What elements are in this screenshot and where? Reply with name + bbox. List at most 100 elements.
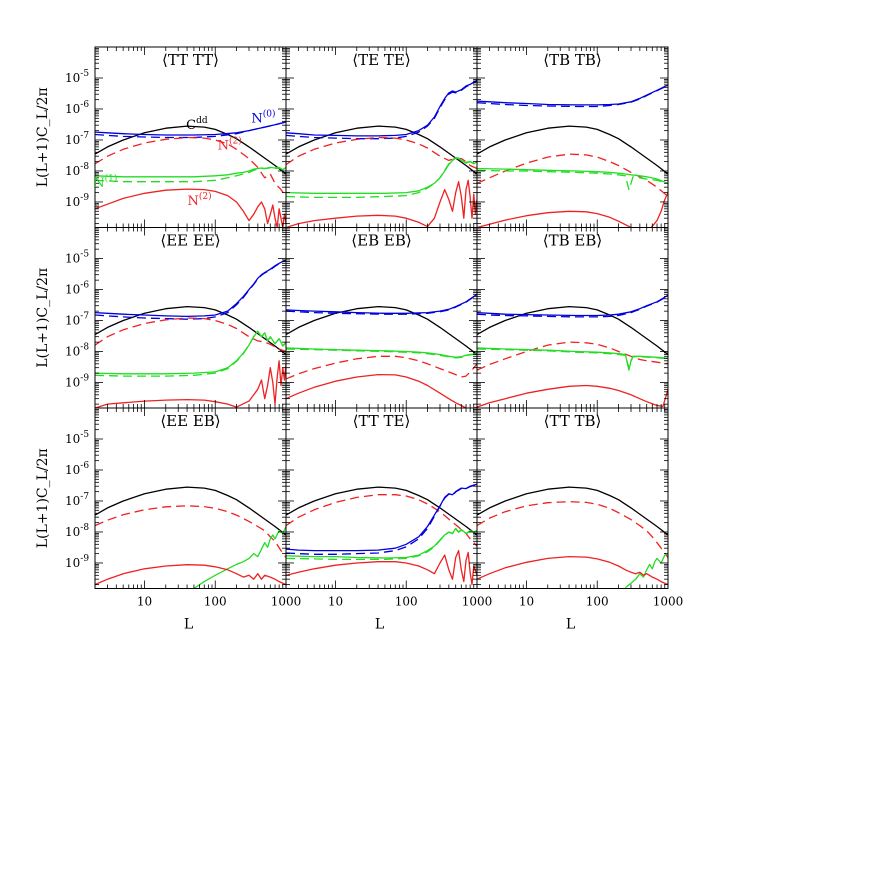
panel-3: ⟨TB TB⟩ (476, 46, 669, 228)
series-n2-solid (477, 384, 668, 408)
panel-title: ⟨TE TE⟩ (352, 51, 410, 69)
series-n1-solid (286, 527, 477, 559)
series-n2-dashed (95, 505, 286, 558)
series-n2-solid (286, 373, 477, 408)
panel-frame (94, 407, 287, 589)
y-tick-label: 10-5 (65, 249, 89, 265)
series-group (95, 486, 286, 589)
y-tick-label: 10-9 (65, 373, 89, 389)
y-tick-label: 10-6 (65, 100, 89, 116)
x-axis-label: L (375, 617, 384, 633)
series-n2-solid (95, 564, 286, 586)
x-tick-label: 10 (328, 595, 343, 609)
series-n0-dashed (477, 84, 668, 108)
series-n2-dashed (286, 355, 477, 380)
series-n1-dashed (95, 166, 286, 183)
panel-frame (285, 227, 478, 409)
panel-title: ⟨TB EB⟩ (543, 232, 602, 250)
series-n2-solid (477, 555, 668, 586)
ticks (476, 408, 669, 589)
x-axis-label: L (566, 617, 575, 633)
series-cdd-solid (286, 486, 477, 536)
series-cdd-solid (477, 125, 668, 175)
panel-title: ⟨TT TB⟩ (544, 412, 602, 430)
series-group (286, 483, 477, 586)
series-annotation: N(1) (93, 173, 117, 191)
y-tick-label: 10-5 (65, 430, 89, 446)
series-annotation: N(2) (218, 135, 242, 153)
series-cdd-solid (286, 125, 477, 175)
panel-frame (476, 227, 669, 409)
panel-1: ⟨TT TT⟩ 10-9 10-8 10-7 10-6 10-5 Cdd N(0) N(2) N(… (65, 46, 287, 228)
series-group (95, 121, 286, 228)
ticks (476, 47, 669, 228)
series-n1-dashed (95, 330, 286, 377)
panel-frame (476, 46, 669, 228)
panel-8: ⟨TT TE⟩ 10 100 1000 (285, 407, 492, 609)
series-n1-solid (193, 526, 286, 589)
y-axis-label: L(L+1)C_L/2π (35, 87, 51, 187)
y-tick-label: 10-7 (65, 311, 89, 327)
series-n2-dashed (286, 494, 477, 547)
panel-6: ⟨TB EB⟩ (476, 227, 669, 409)
series-n0-solid (95, 259, 286, 318)
y-axis-label: L(L+1)C_L/2π (35, 268, 51, 368)
x-axis-label: L (184, 617, 193, 633)
y-tick-label: 10-9 (65, 554, 89, 570)
series-n0-dashed (477, 295, 668, 318)
series-annotation: Cdd (186, 116, 208, 133)
x-tick-label: 100 (395, 595, 418, 609)
panels-layer: ⟨TT TT⟩ 10-9 10-8 10-7 10-6 10-5 Cdd N(0) N(2) N(… (65, 46, 684, 609)
series-n0-solid (286, 79, 477, 137)
series-cdd-solid (286, 305, 477, 356)
series-n2-dashed (477, 341, 668, 371)
panel-title: ⟨TT TT⟩ (162, 51, 219, 69)
series-n2-solid (286, 549, 477, 586)
x-tick-label: 10 (137, 595, 152, 609)
series-n2-dashed (95, 136, 286, 197)
ticks (476, 227, 669, 408)
series-group (95, 259, 286, 408)
series-n2-dashed (477, 501, 668, 558)
series-group (477, 294, 668, 408)
series-n1-dashed (286, 156, 477, 199)
axis-labels-layer: L(L+1)C_L/2π L(L+1)C_L/2π L L(L+1)C_L/2π L L (35, 87, 575, 632)
series-n2-dashed (286, 136, 477, 170)
y-tick-label: 10-6 (65, 461, 89, 477)
series-n0-dashed (286, 294, 477, 315)
y-axis-label: L(L+1)C_L/2π (35, 448, 51, 548)
series-group (477, 84, 668, 228)
series-n1-dashed (477, 348, 668, 369)
x-tick-label: 100 (586, 595, 609, 609)
series-n1-dashed (477, 169, 668, 191)
series-n0-dashed (286, 483, 477, 555)
ticks (94, 47, 287, 228)
y-tick-label: 10-8 (65, 523, 89, 539)
panel-2: ⟨TE TE⟩ (285, 46, 478, 228)
series-n0-dashed (95, 121, 286, 139)
series-n2-solid (95, 360, 286, 408)
series-group (286, 79, 477, 228)
series-n2-solid (286, 179, 477, 228)
ticks (94, 408, 287, 589)
y-tick-label: 10-7 (65, 492, 89, 508)
x-tick-label: 1000 (653, 595, 684, 609)
series-annotation: N(0) (251, 108, 275, 126)
panel-title: ⟨TB TB⟩ (543, 51, 602, 69)
panel-frame (476, 407, 669, 589)
series-annotation: N(2) (187, 191, 211, 209)
y-tick-label: 10-5 (65, 69, 89, 85)
series-n1-solid (95, 330, 286, 375)
x-tick-label: 10 (519, 595, 534, 609)
ticks (285, 408, 478, 589)
panel-7: ⟨EE EB⟩ 10-9 10-8 10-7 10-6 10-5 10 100 1000 (65, 407, 301, 609)
y-tick-label: 10-7 (65, 131, 89, 147)
panel-title: ⟨TT TE⟩ (353, 412, 411, 430)
series-n0-solid (477, 84, 668, 106)
series-cdd-solid (477, 486, 668, 536)
panel-9: ⟨TT TB⟩ 10 100 1000 (476, 407, 684, 609)
series-group (286, 293, 477, 408)
series-n1-solid (286, 157, 477, 194)
series-n2-solid (95, 188, 286, 228)
